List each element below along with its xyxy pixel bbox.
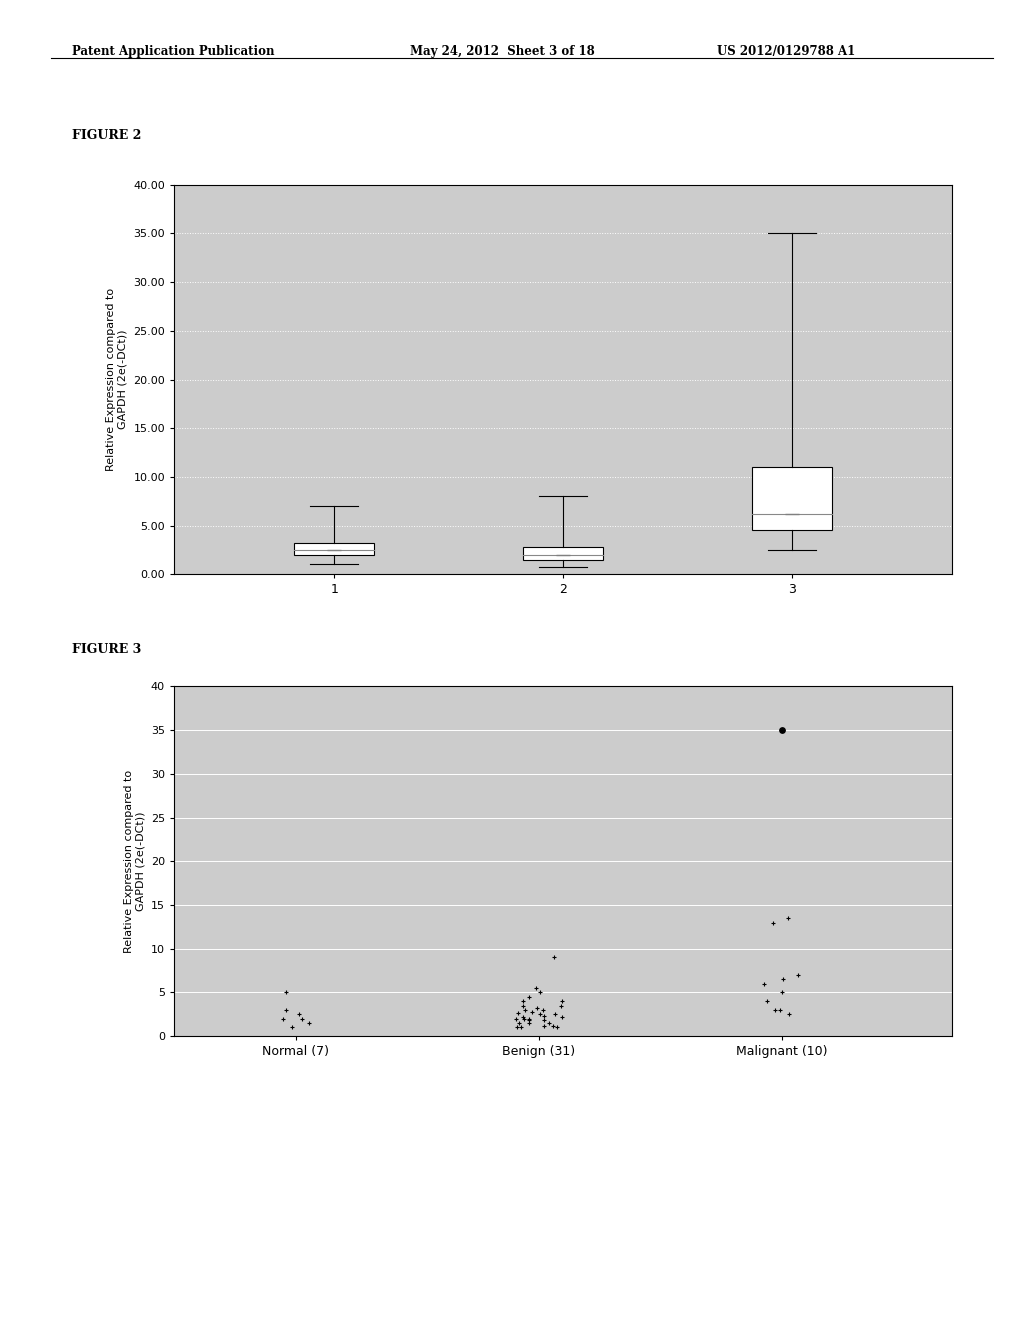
Point: [756, 973, 772, 994]
Point: [767, 999, 783, 1020]
Point: [536, 1015, 552, 1036]
Text: FIGURE 3: FIGURE 3: [72, 643, 141, 656]
Point: [510, 1002, 526, 1023]
Point: [278, 999, 294, 1020]
Point: [531, 982, 548, 1003]
Point: [765, 912, 781, 933]
Text: US 2012/0129788 A1: US 2012/0129788 A1: [717, 45, 855, 58]
Point: [521, 1008, 538, 1030]
Point: [520, 1012, 537, 1034]
Point: [537, 1006, 553, 1027]
Point: [545, 1015, 561, 1036]
Point: [531, 1003, 548, 1024]
FancyBboxPatch shape: [752, 467, 833, 531]
Point: [284, 1016, 300, 1038]
Point: [515, 990, 531, 1011]
Point: [520, 1010, 537, 1031]
Point: [775, 969, 792, 990]
Point: [524, 1001, 541, 1022]
Point: [516, 1008, 532, 1030]
Point: [553, 990, 569, 1011]
Point: [515, 995, 531, 1016]
Point: [536, 1010, 552, 1031]
Y-axis label: Relative Expression compared to
GAPDH (2e(-DCt)): Relative Expression compared to GAPDH (2…: [124, 770, 145, 953]
Point: [549, 1016, 565, 1038]
Point: [515, 1006, 531, 1027]
Point: [774, 719, 791, 741]
FancyBboxPatch shape: [294, 543, 375, 554]
FancyBboxPatch shape: [523, 546, 603, 560]
Point: [771, 999, 787, 1020]
Y-axis label: Relative Expression compared to
GAPDH (2e(-DCt)): Relative Expression compared to GAPDH (2…: [106, 288, 128, 471]
Point: [790, 965, 806, 986]
Point: [278, 982, 294, 1003]
Point: [759, 990, 775, 1011]
Point: [507, 1008, 523, 1030]
Point: [274, 1008, 291, 1030]
Point: [511, 1012, 527, 1034]
Point: [774, 982, 791, 1003]
Point: [547, 1003, 563, 1024]
Point: [291, 1003, 307, 1024]
Point: [301, 1012, 317, 1034]
Point: [513, 1016, 529, 1038]
Point: [781, 1003, 798, 1024]
Point: [546, 946, 562, 968]
Point: [509, 1016, 525, 1038]
Point: [541, 1012, 557, 1034]
Point: [536, 999, 552, 1020]
Point: [517, 999, 534, 1020]
Text: Patent Application Publication: Patent Application Publication: [72, 45, 274, 58]
Point: [528, 998, 545, 1019]
Point: [294, 1008, 310, 1030]
Text: May 24, 2012  Sheet 3 of 18: May 24, 2012 Sheet 3 of 18: [410, 45, 594, 58]
Point: [780, 908, 797, 929]
Text: FIGURE 2: FIGURE 2: [72, 128, 141, 141]
Point: [553, 995, 569, 1016]
Point: [554, 1006, 570, 1027]
Point: [521, 986, 538, 1007]
Point: [527, 978, 544, 999]
